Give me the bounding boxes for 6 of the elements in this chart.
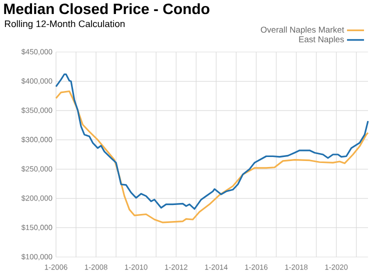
chart-title: Median Closed Price - Condo xyxy=(4,3,210,14)
legend-label: Overall Naples Market xyxy=(260,26,344,34)
line-series xyxy=(55,73,369,210)
line-series xyxy=(55,90,369,224)
legend-label: East Naples xyxy=(299,36,344,44)
chart-subtitle: Rolling 12-Month Calculation xyxy=(4,20,125,30)
